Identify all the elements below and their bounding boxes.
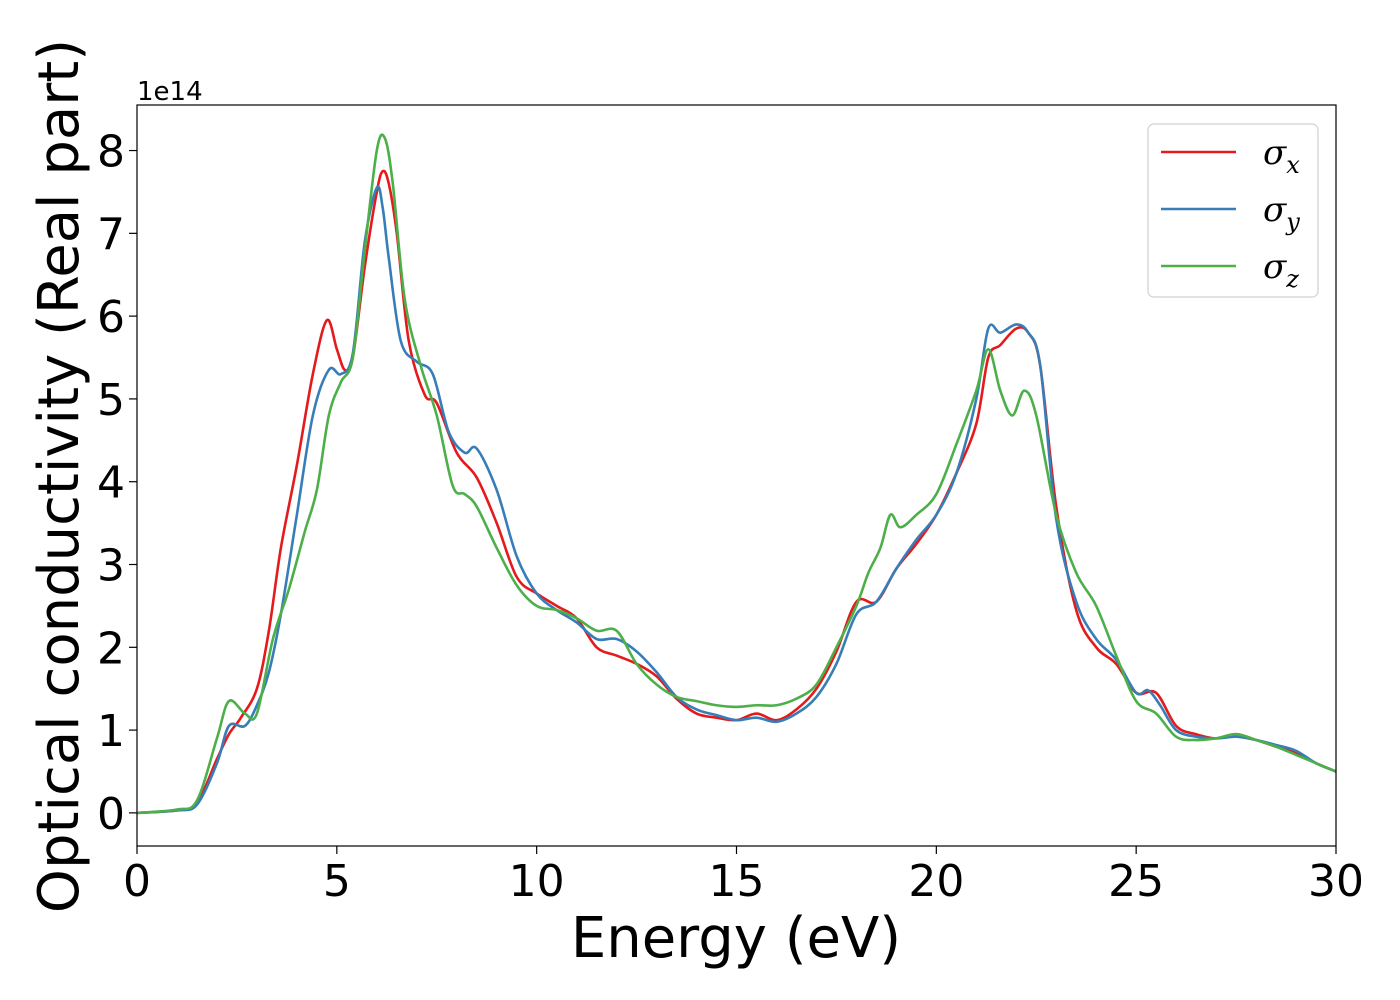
y-tick-label: 3 xyxy=(97,541,125,592)
y-tick-label: 5 xyxy=(97,375,125,426)
y-tick-label: 0 xyxy=(97,789,125,840)
legend-label-y: σy xyxy=(1263,190,1300,236)
y-axis-label: Optical conductivity (Real part) xyxy=(27,39,92,913)
y-tick-label: 4 xyxy=(97,458,125,509)
y-offset-text: 1e14 xyxy=(137,77,203,107)
x-tick-label: 0 xyxy=(123,856,151,907)
y-tick-label: 2 xyxy=(97,623,125,674)
y-tick-label: 8 xyxy=(97,127,125,178)
series-layer xyxy=(136,133,1337,815)
legend-label-z: σz xyxy=(1263,247,1299,293)
y-tick-label: 1 xyxy=(97,706,125,757)
plot-background xyxy=(137,105,1336,846)
series-line-x xyxy=(136,169,1337,815)
x-axis-label: Energy (eV) xyxy=(571,906,901,971)
x-tick-label: 15 xyxy=(709,856,765,907)
y-tick-label: 6 xyxy=(97,292,125,343)
legend-box xyxy=(1147,123,1319,298)
x-tick-label: 5 xyxy=(323,856,351,907)
x-tick-label: 20 xyxy=(908,856,964,907)
x-tick-label: 10 xyxy=(509,856,565,907)
legend: σx σy σz xyxy=(1147,123,1319,298)
x-axis: 0 5 10 15 20 25 30 xyxy=(123,846,1364,907)
y-tick-label: 7 xyxy=(97,209,125,260)
legend-label-x: σx xyxy=(1263,133,1300,179)
series-line-z xyxy=(136,133,1337,815)
x-tick-label: 30 xyxy=(1308,856,1364,907)
y-axis: 0 1 2 3 4 5 6 7 8 xyxy=(97,127,137,840)
x-tick-label: 25 xyxy=(1108,856,1164,907)
